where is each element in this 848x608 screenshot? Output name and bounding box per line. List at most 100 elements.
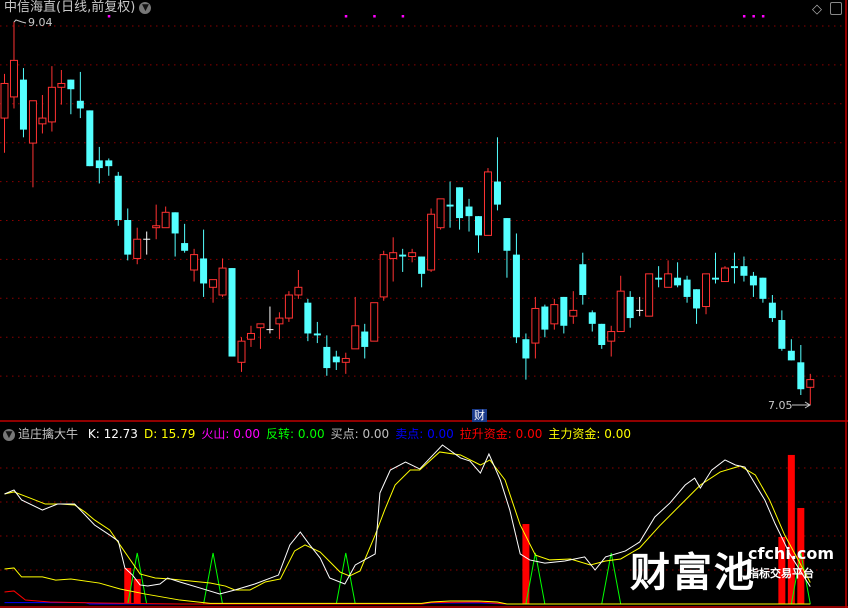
- candle: [133, 227, 142, 265]
- reversal-spike: [790, 552, 811, 605]
- candle: [143, 231, 151, 255]
- chevron-down-circle-icon[interactable]: ▼: [139, 1, 152, 14]
- candle-body: [456, 187, 464, 219]
- candle-body: [341, 357, 350, 363]
- candle-body: [683, 279, 691, 297]
- candle: [275, 312, 284, 340]
- chevron-down-circle-icon[interactable]: ▼: [3, 428, 15, 441]
- candle: [28, 100, 37, 188]
- candle: [579, 252, 587, 305]
- candle: [550, 298, 559, 330]
- candle-body: [797, 362, 805, 390]
- candle-body: [475, 216, 482, 236]
- candle-body: [95, 160, 103, 169]
- signal-dot: [752, 15, 755, 18]
- candle: [636, 296, 644, 317]
- candle: [598, 323, 606, 349]
- candle: [720, 266, 729, 283]
- candle: [181, 223, 189, 253]
- candle: [655, 266, 663, 288]
- candle-body: [57, 82, 66, 88]
- signal-dot: [107, 15, 111, 18]
- signal-dot: [401, 15, 405, 18]
- reversal-spike: [335, 552, 356, 605]
- indicator-number: 12.73: [103, 427, 138, 441]
- candle-body: [9, 59, 18, 98]
- k-line: [4, 444, 811, 595]
- candle-body: [399, 254, 407, 257]
- candle: [569, 291, 578, 324]
- candle-body: [124, 220, 132, 255]
- indicator-number: 0.00: [427, 427, 454, 441]
- candle-body: [655, 277, 663, 280]
- candle-body: [209, 279, 218, 288]
- candle: [38, 95, 47, 134]
- candle-body: [370, 302, 379, 342]
- candle: [806, 373, 815, 405]
- diamond-icon[interactable]: ◇: [812, 2, 822, 17]
- chart-title[interactable]: 中信海直(日线,前复权) ▼: [4, 0, 152, 15]
- indicator-label: 反转: [266, 427, 291, 441]
- signal-dot: [742, 15, 746, 18]
- indicator-name[interactable]: 追庄擒大牛: [18, 427, 79, 441]
- candle-body: [522, 339, 530, 359]
- candle-body: [19, 79, 27, 130]
- indicator-value-4: 买点: 0.00: [330, 427, 390, 441]
- candle: [797, 345, 805, 395]
- d-line: [4, 451, 811, 591]
- candle: [256, 323, 265, 349]
- candle-body: [626, 296, 634, 319]
- candle: [47, 66, 56, 132]
- candle: [607, 325, 616, 357]
- candle: [616, 275, 625, 333]
- candle-body: [806, 379, 815, 388]
- candle: [95, 146, 103, 184]
- candle-body: [550, 304, 559, 325]
- candle: [266, 306, 274, 334]
- candle-body: [693, 289, 701, 309]
- indicator-number: 0.00: [515, 427, 543, 441]
- indicator-panel: [4, 444, 811, 605]
- candle: [9, 21, 18, 109]
- candle-body: [712, 277, 719, 280]
- signal-dot: [373, 15, 376, 18]
- candle: [332, 350, 340, 370]
- candle: [674, 262, 682, 288]
- candle: [0, 73, 9, 153]
- candle-body: [569, 309, 578, 317]
- candle-body: [171, 212, 179, 234]
- panel-toggle-icon[interactable]: [830, 2, 842, 15]
- candle-body: [313, 333, 321, 336]
- candle-body: [645, 273, 654, 317]
- indicator-label: 拉升资金: [459, 427, 508, 441]
- signal-dot: [761, 15, 765, 18]
- indicator-number: 0.00: [362, 427, 390, 441]
- candle: [664, 260, 673, 288]
- reversal-spike: [525, 552, 546, 605]
- candle: [237, 337, 246, 372]
- candle-body: [702, 273, 711, 308]
- event-badge[interactable]: 财: [472, 409, 487, 422]
- candle-body: [351, 325, 360, 350]
- candle-body: [181, 243, 189, 251]
- candle-body: [512, 254, 520, 338]
- candle-body: [47, 86, 56, 123]
- candle: [418, 256, 426, 288]
- candle-body: [598, 323, 606, 345]
- candle: [105, 158, 113, 176]
- candle: [683, 275, 691, 303]
- high-price-label: 9.04: [28, 16, 53, 29]
- indicator-label: D: [143, 427, 154, 441]
- candle: [114, 171, 122, 226]
- candle: [209, 279, 218, 303]
- indicator-value-2: 火山: 0.00: [201, 427, 260, 441]
- watermark-tagline: 指标交易平台: [748, 567, 814, 580]
- stock-title: 中信海直(日线,前复权): [4, 0, 136, 15]
- watermark-brand: 财富池: [630, 550, 756, 596]
- candle-body: [105, 160, 113, 167]
- candle: [361, 323, 369, 359]
- candle: [379, 250, 388, 301]
- candle-body: [436, 198, 445, 229]
- candle-body: [152, 225, 161, 229]
